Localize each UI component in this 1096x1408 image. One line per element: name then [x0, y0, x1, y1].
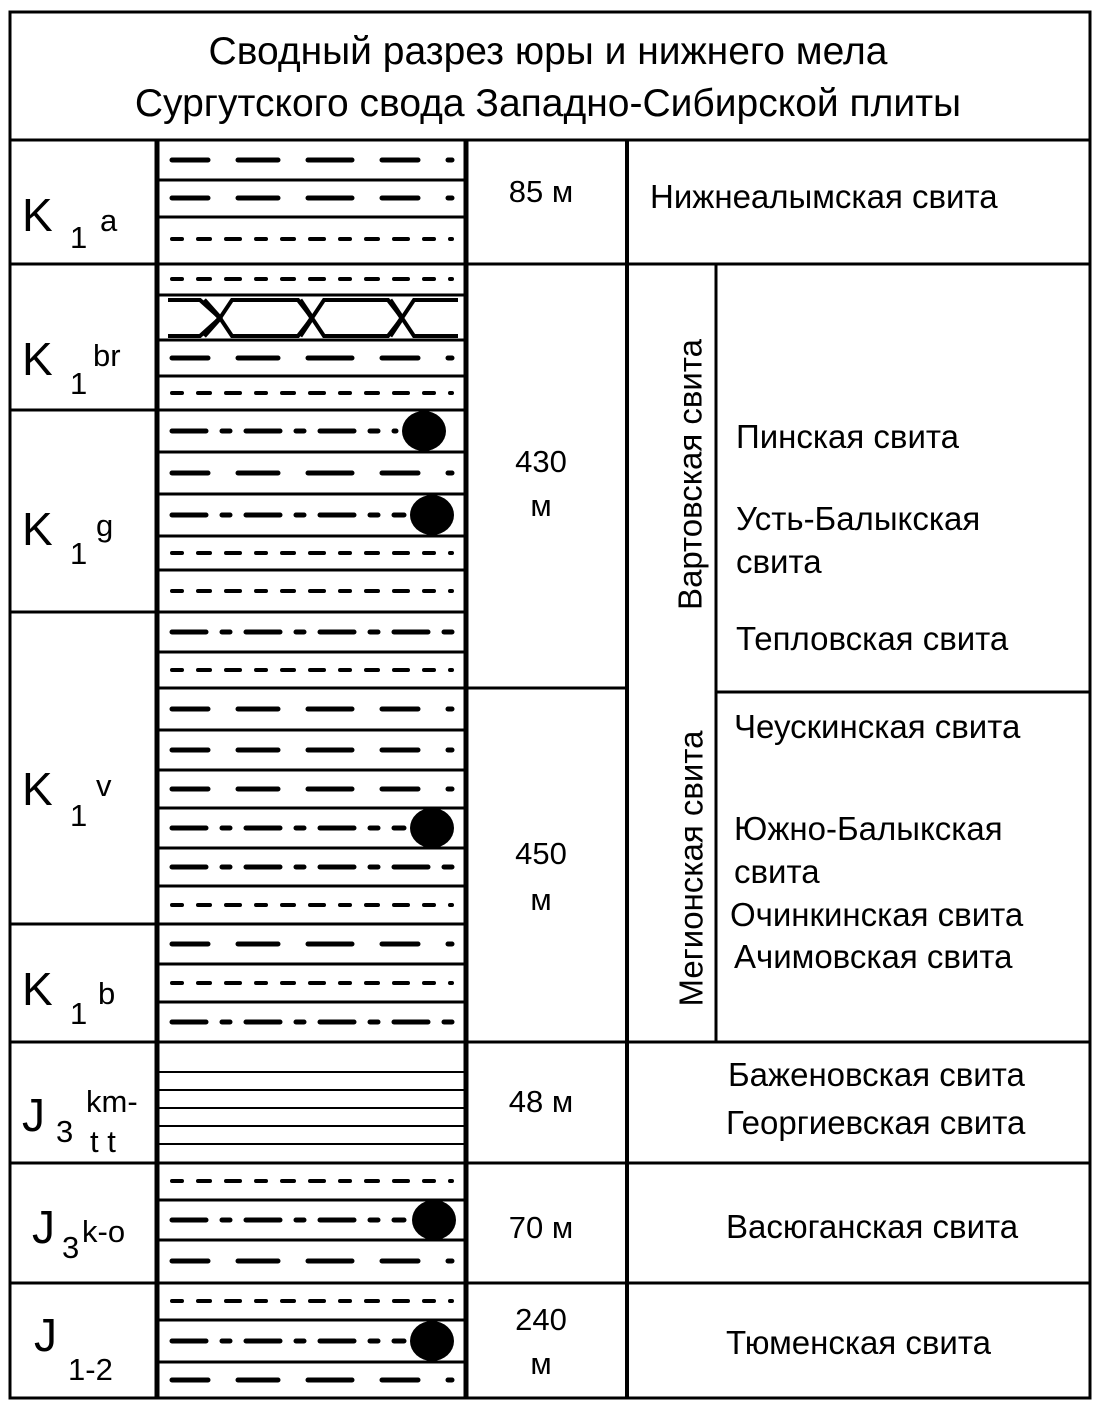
ust-balykskaya-formation: Усть-Балыкская	[736, 500, 981, 537]
nizhnealymskaya-formation: Нижнеалымская свита	[650, 178, 998, 215]
thickness-j3-km-tt: 48 м	[508, 1084, 574, 1119]
tyumenskaya-formation: Тюменская свита	[726, 1324, 991, 1361]
ochinkinskaya-formation: Очинкинская свита	[730, 896, 1024, 933]
georgievskaya-formation: Георгиевская свита	[726, 1104, 1026, 1141]
thickness-k1a: 85 м	[508, 174, 574, 209]
ust-balykskaya-formation-line2: свита	[736, 543, 822, 580]
yuzhno-balykskaya-formation-line2: свита	[734, 853, 820, 890]
diagram-title-line-2: Сургутского свода Западно-Сибирской плит…	[134, 82, 962, 125]
conglomerate-lens	[168, 298, 458, 338]
thickness-j1-2-unit: м	[530, 1346, 552, 1381]
lithology-patterns	[169, 157, 455, 1383]
vasyuganskaya-formation: Васюганская свита	[726, 1208, 1019, 1245]
thickness-k1v-b-unit: м	[530, 882, 552, 917]
diagram-title-line-1: Сводный разрез юры и нижнего мела	[208, 30, 888, 73]
bazhenovskaya-formation: Баженовская свита	[728, 1056, 1025, 1093]
achimovskaya-formation: Ачимовская свита	[734, 938, 1013, 975]
concretions	[402, 411, 456, 1361]
thickness-k1br-g-unit: м	[530, 488, 552, 523]
megionskaya-formation-label: Мегионская свита	[672, 730, 710, 1007]
yuzhno-balykskaya-formation: Южно-Балыкская	[734, 810, 1003, 847]
thickness-k1br-g: 430	[515, 444, 567, 479]
outer-frame	[8, 10, 1092, 1400]
cheuskinskaya-formation: Чеускинская свита	[734, 708, 1021, 745]
vartovskaya-formation-label: Вартовская свита	[671, 339, 709, 610]
thickness-k1v-b: 450	[515, 836, 567, 871]
thickness-j1-2: 240	[515, 1302, 567, 1337]
thickness-j3-k-o: 70 м	[508, 1210, 574, 1245]
teplovskaya-formation: Тепловская свита	[736, 620, 1009, 657]
pinskaya-formation: Пинская свита	[736, 418, 959, 455]
